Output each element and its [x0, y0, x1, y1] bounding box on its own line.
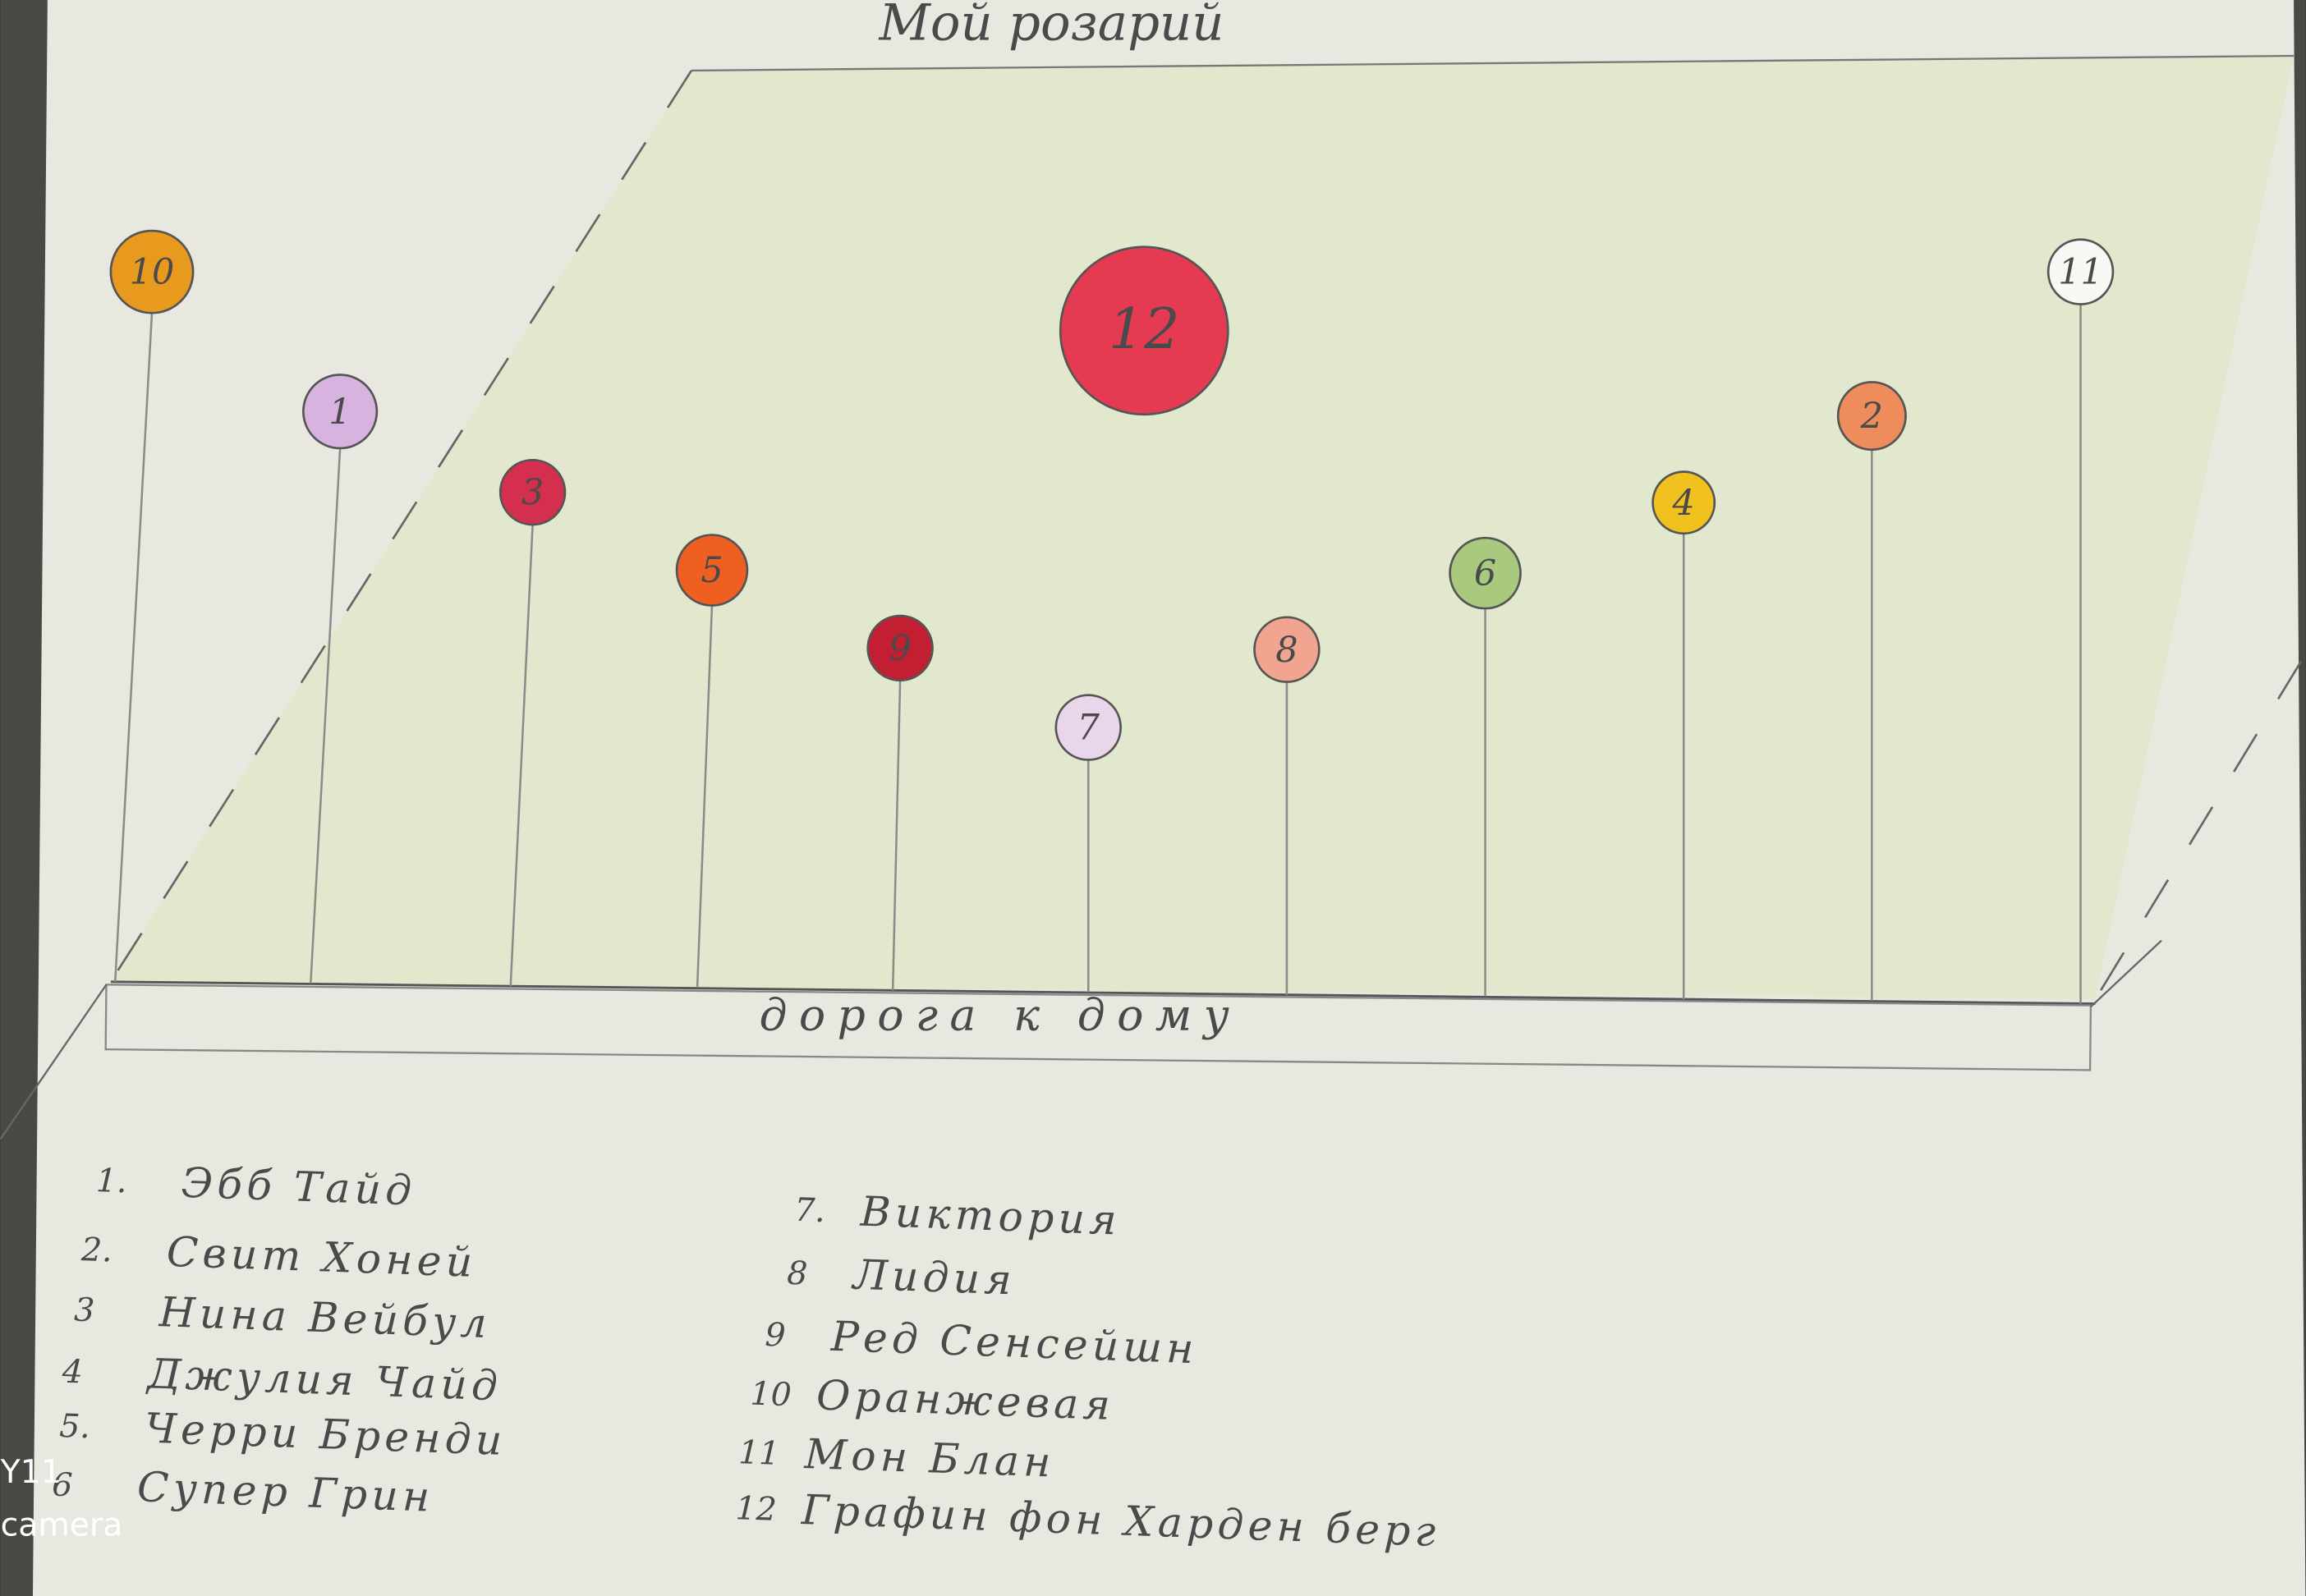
legend-number: 5.: [59, 1407, 91, 1446]
road-edge: [2090, 939, 2162, 1008]
legend-name: Супер Грин: [136, 1462, 434, 1521]
rose: [1054, 694, 1122, 761]
rose-label: 2: [1860, 396, 1883, 437]
rose-label: 7: [1077, 708, 1100, 749]
legend-number: 4: [61, 1353, 84, 1392]
legend-number: 2.: [80, 1231, 113, 1269]
stem: [113, 313, 154, 982]
legend-number: 3: [73, 1291, 95, 1330]
watermark: camera: [1, 1506, 123, 1543]
legend-item: 3 Нина Вейбул: [73, 1287, 492, 1347]
legend-item: 10 Оранжевая: [750, 1370, 1115, 1429]
roses: 10 1 3 5 9 7 8 6 4 2 11 12: [109, 229, 2115, 1004]
rose: [1836, 381, 1907, 452]
legend-number: 7.: [794, 1191, 826, 1230]
rose: [1059, 245, 1229, 416]
legend-item: 8 Лидия: [787, 1250, 1017, 1304]
legend-item: 6 Супер Грин: [52, 1462, 435, 1521]
stem: [310, 447, 342, 984]
legend-item: 11 Мон Блан: [738, 1429, 1056, 1487]
rose-label: 12: [1109, 297, 1180, 362]
legend-number: 12: [735, 1489, 778, 1529]
stem: [891, 680, 902, 991]
legend-name: Виктория: [859, 1187, 1122, 1245]
rose-label: 5: [701, 550, 723, 591]
rose: [866, 614, 934, 682]
rose: [109, 229, 195, 314]
road-edge: [0, 984, 108, 1140]
rose: [675, 534, 749, 607]
rose-label: 8: [1275, 630, 1298, 671]
rose: [1253, 616, 1321, 683]
legend-number: 9: [765, 1316, 787, 1355]
rose-label: 3: [521, 472, 544, 513]
legend-name: Эбб Тайд: [181, 1158, 417, 1215]
legend-number: 11: [738, 1433, 781, 1473]
rose-label: 4: [1672, 483, 1695, 524]
baseline: [110, 980, 2096, 1006]
rose: [1449, 536, 1522, 610]
legend-number: 1.: [95, 1162, 127, 1200]
road-label: дорога к дому: [760, 989, 1242, 1041]
garden-bed: [110, 56, 2295, 1000]
bed-right-edge: [2094, 660, 2303, 1000]
bed-left-edge: [109, 70, 693, 983]
road: [104, 984, 2092, 1071]
legend-item: 1. Эбб Тайд: [95, 1158, 417, 1215]
stem: [509, 524, 534, 987]
watermark: Y11: [0, 1453, 62, 1491]
rose-label: 6: [1474, 553, 1496, 594]
legend-number: 8: [787, 1254, 809, 1293]
legend-name: Мон Блан: [803, 1429, 1056, 1487]
rose-label: 11: [2058, 252, 2103, 293]
rose: [1651, 470, 1716, 535]
legend-number: 10: [750, 1375, 792, 1415]
stem: [696, 605, 714, 988]
rose-label: 9: [889, 628, 911, 669]
legend-item: 2. Свит Хоней: [80, 1227, 478, 1286]
title: Мой розарий: [879, 0, 1224, 52]
legend-number: 6: [52, 1466, 74, 1505]
legend-name: Нина Вейбул: [158, 1287, 492, 1347]
legend-item: 7. Виктория: [794, 1187, 1122, 1245]
rose: [2046, 238, 2115, 305]
rose: [302, 374, 379, 450]
bed-top-edge: [691, 54, 2295, 72]
legend-name: Оранжевая: [815, 1370, 1115, 1429]
legend-name: Свит Хоней: [166, 1227, 478, 1286]
rose-label: 10: [130, 252, 175, 293]
legend-name: Лидия: [850, 1250, 1017, 1304]
rose: [498, 458, 567, 526]
rose-label: 1: [328, 392, 351, 433]
